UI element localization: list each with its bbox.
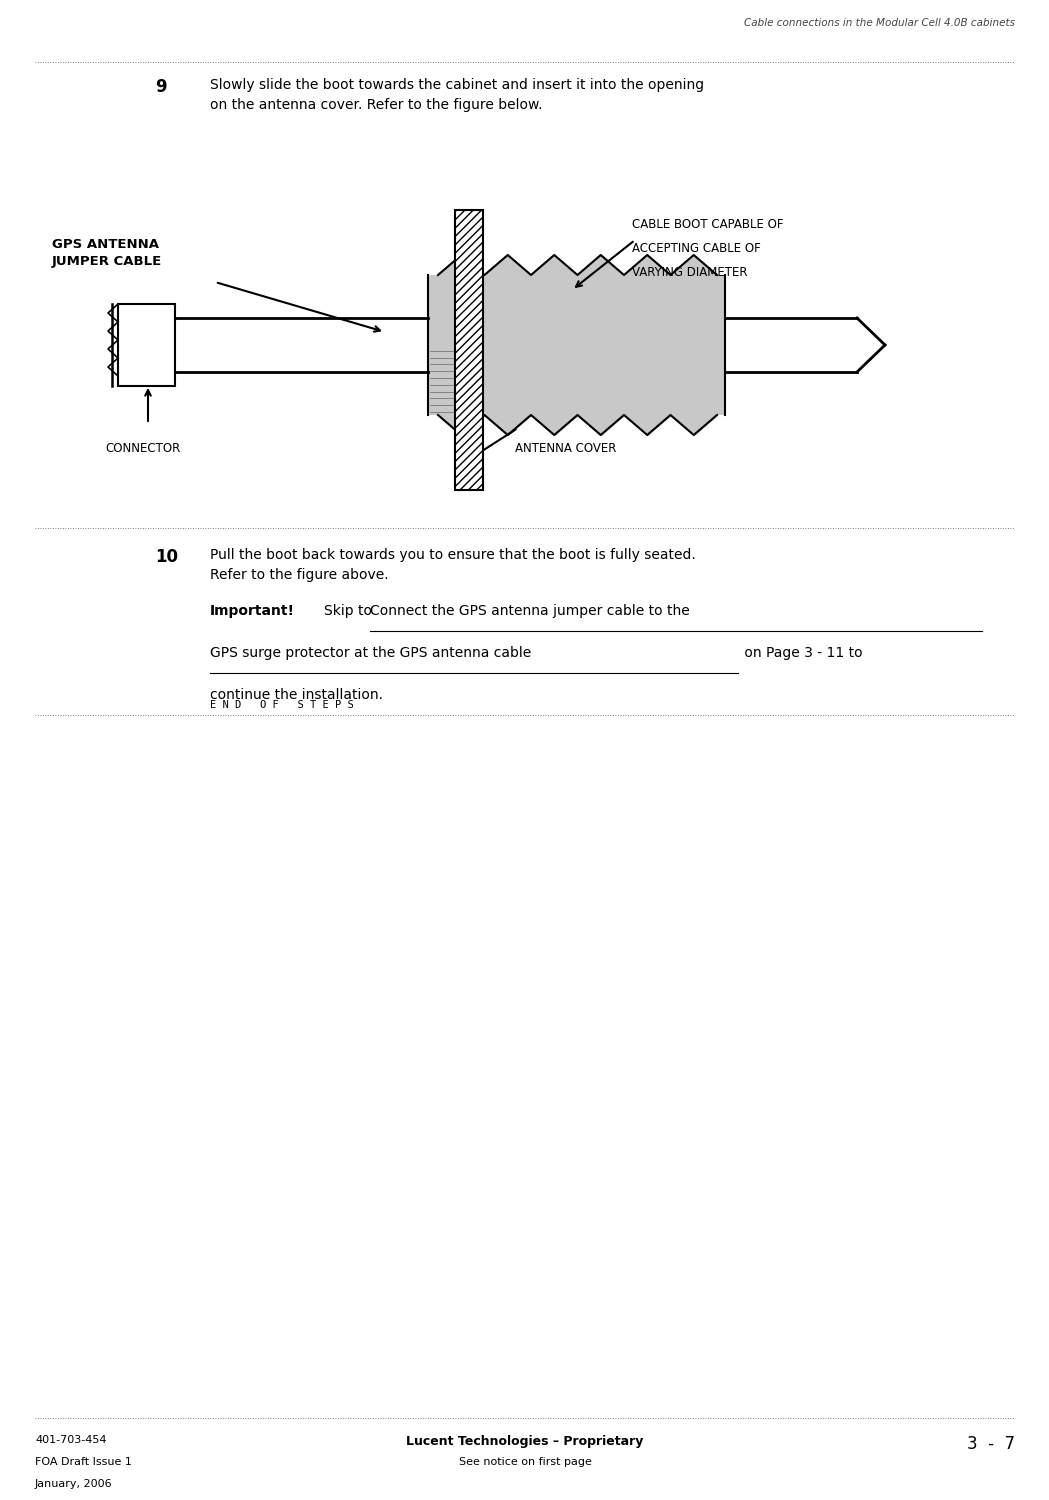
Text: FOA Draft Issue 1: FOA Draft Issue 1 [35,1456,132,1467]
Text: Lucent Technologies – Proprietary: Lucent Technologies – Proprietary [406,1436,644,1448]
Text: continue the installation.: continue the installation. [210,688,383,702]
Text: Cable connections in the Modular Cell 4.0B cabinets: Cable connections in the Modular Cell 4.… [744,18,1015,28]
Text: on Page 3 - 11 to: on Page 3 - 11 to [740,646,862,660]
Text: January, 2006: January, 2006 [35,1479,112,1490]
Text: 3  -  7: 3 - 7 [967,1436,1015,1454]
Text: E N D   O F   S T E P S: E N D O F S T E P S [210,700,354,709]
Text: Slowly slide the boot towards the cabinet and insert it into the opening
on the : Slowly slide the boot towards the cabine… [210,78,704,111]
Text: ANTENNA COVER: ANTENNA COVER [515,442,617,454]
Text: CABLE BOOT CAPABLE OF: CABLE BOOT CAPABLE OF [631,217,784,231]
Text: 10: 10 [155,548,178,566]
Text: See notice on first page: See notice on first page [458,1456,592,1467]
Bar [117,304,175,386]
Text: ACCEPTING CABLE OF: ACCEPTING CABLE OF [631,242,761,255]
Text: 9: 9 [155,78,167,96]
Text: GPS ANTENNA
JUMPER CABLE: GPS ANTENNA JUMPER CABLE [52,238,163,268]
Bar [455,210,483,490]
Bar [428,274,725,416]
Bar [455,210,483,490]
Text: 401-703-454: 401-703-454 [35,1436,107,1444]
Text: VARYING DIAMETER: VARYING DIAMETER [631,266,748,279]
Text: Connect the GPS antenna jumper cable to the: Connect the GPS antenna jumper cable to … [370,604,690,618]
Text: Skip to: Skip to [324,604,377,618]
Bar [175,318,885,372]
Text: CONNECTOR: CONNECTOR [105,442,180,454]
Text: Pull the boot back towards you to ensure that the boot is fully seated.
Refer to: Pull the boot back towards you to ensure… [210,548,695,582]
Text: GPS surge protector at the GPS antenna cable: GPS surge protector at the GPS antenna c… [210,646,531,660]
Text: Important!: Important! [210,604,295,618]
